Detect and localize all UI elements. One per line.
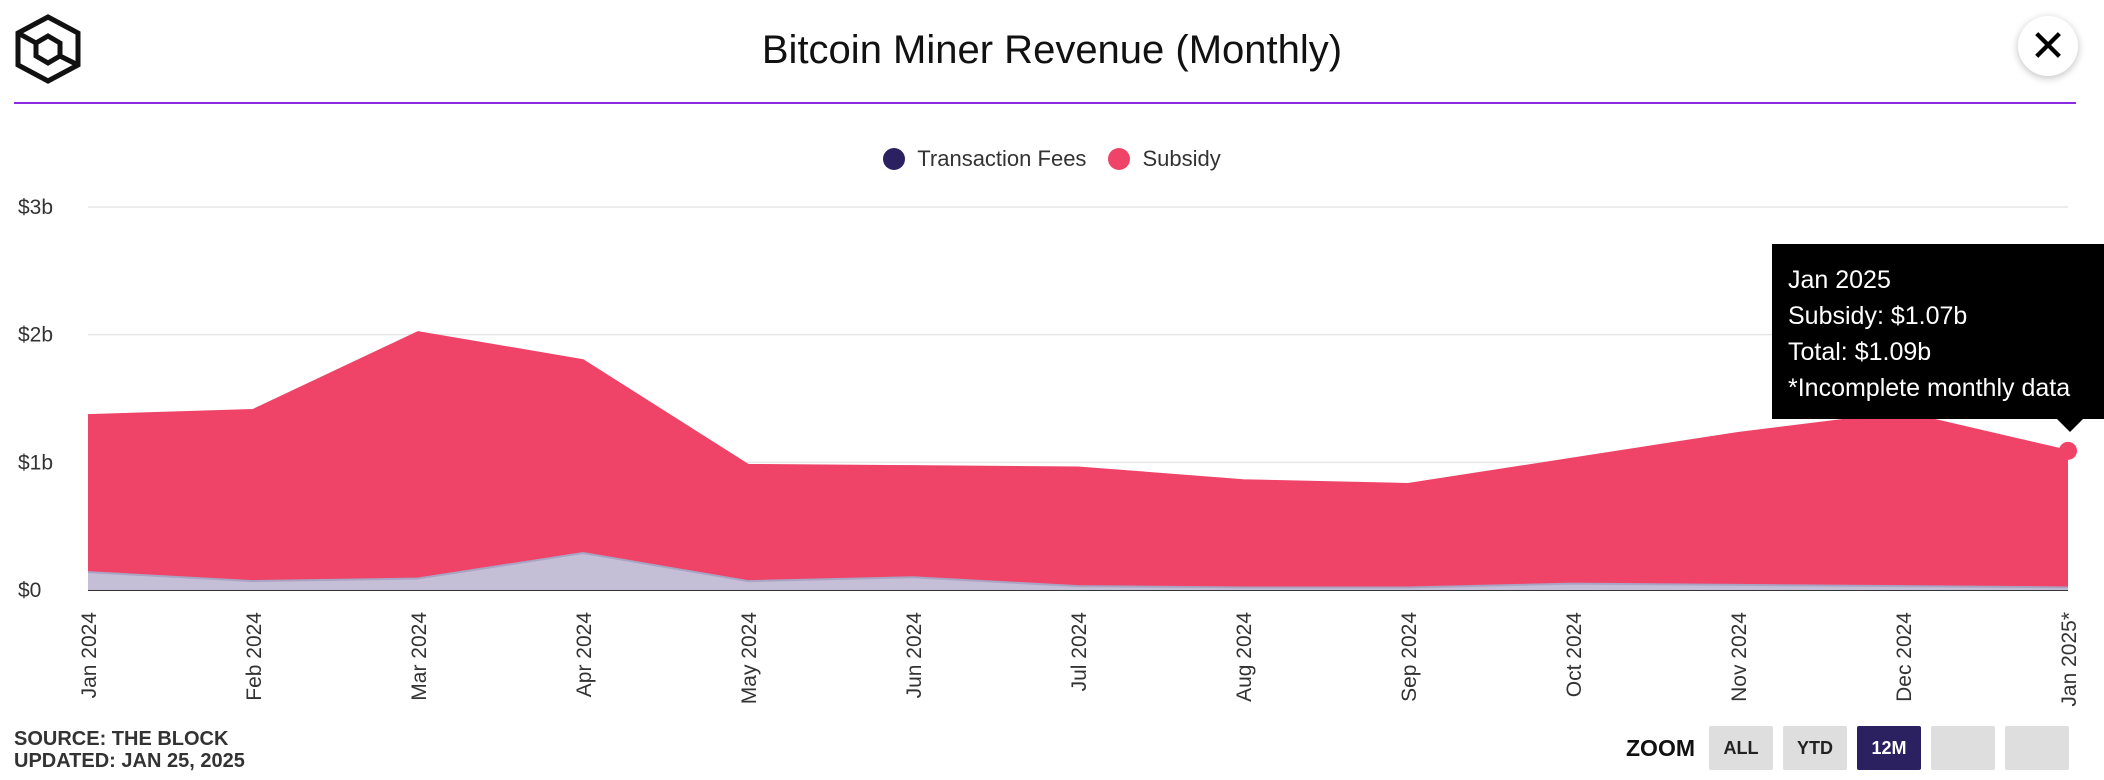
- subsidy-area: [88, 332, 2068, 588]
- x-tick-label: Dec 2024: [1893, 612, 1916, 702]
- x-tick-label: Oct 2024: [1563, 612, 1586, 698]
- x-tick-label: Jul 2024: [1068, 612, 1091, 692]
- x-tick-label: Jan 2024: [78, 612, 101, 699]
- transaction-fees-area: [88, 552, 2068, 590]
- zoom-button-5[interactable]: [2005, 726, 2069, 770]
- y-tick-label: $1b: [18, 451, 53, 474]
- x-tick-label: Apr 2024: [573, 612, 596, 698]
- chart-footer: SOURCE: THE BLOCK UPDATED: JAN 25, 2025: [14, 728, 245, 772]
- legend-marker-transaction-fees: [883, 148, 906, 170]
- zoom-controls: ZOOM ALL YTD 12M: [1626, 726, 2069, 770]
- cube-logo-icon: [14, 14, 82, 84]
- chart-tooltip: Jan 2025 Subsidy: $1.07b Total: $1.09b *…: [1772, 244, 2104, 419]
- close-icon: ✕: [2029, 21, 2067, 71]
- tooltip-subsidy: Subsidy: $1.07b: [1788, 302, 1968, 330]
- x-tick-label: Feb 2024: [243, 612, 266, 701]
- x-axis: Jan 2024 Feb 2024 Mar 2024 Apr 2024 May 2024…: [78, 612, 2081, 707]
- x-tick-label: May 2024: [738, 612, 761, 705]
- area-chart: $0 $1b $2b $3b Jan 2024 Feb 2024 Mar 2024 Apr …: [18, 196, 2081, 707]
- y-tick-label: $0: [18, 579, 41, 602]
- hover-point-marker: [2059, 441, 2077, 460]
- zoom-button-4[interactable]: [1931, 726, 1995, 770]
- x-tick-label: Jun 2024: [903, 612, 926, 699]
- chart-legend: Transaction Fees Subsidy: [0, 146, 2104, 172]
- zoom-all-button[interactable]: ALL: [1709, 726, 1773, 770]
- subsidy-line: [87, 331, 2069, 486]
- source-text: SOURCE: THE BLOCK: [14, 728, 229, 750]
- legend-marker-subsidy: [1108, 148, 1131, 170]
- transaction-fees-line: [87, 551, 2069, 589]
- x-tick-label: Jan 2025*: [2058, 612, 2081, 707]
- chart-title: Bitcoin Miner Revenue (Monthly): [761, 28, 1343, 72]
- tooltip-note: *Incomplete monthly data: [1788, 374, 2071, 402]
- header-divider: [14, 102, 2076, 104]
- tooltip-total: Total: $1.09b: [1788, 338, 1932, 366]
- x-tick-label: Aug 2024: [1233, 612, 1256, 702]
- tooltip-pointer: [2056, 418, 2084, 432]
- x-tick-label: Nov 2024: [1728, 612, 1751, 702]
- close-button[interactable]: ✕: [2018, 16, 2078, 76]
- chart-areas: [87, 331, 2069, 590]
- chart-markers: [2059, 441, 2077, 460]
- legend-label-transaction-fees: Transaction Fees: [917, 146, 1087, 171]
- updated-text: UPDATED: JAN 25, 2025: [14, 750, 245, 772]
- x-tick-label: Mar 2024: [408, 612, 431, 701]
- y-axis: $0 $1b $2b $3b: [18, 196, 53, 602]
- tooltip-date: Jan 2025: [1788, 266, 1891, 294]
- zoom-ytd-button[interactable]: YTD: [1783, 726, 1847, 770]
- y-tick-label: $2b: [18, 324, 53, 347]
- legend-item-subsidy[interactable]: Subsidy: [1108, 146, 1221, 172]
- zoom-12m-button[interactable]: 12M: [1857, 726, 1921, 770]
- zoom-label: ZOOM: [1626, 734, 1695, 761]
- legend-item-transaction-fees[interactable]: Transaction Fees: [883, 146, 1086, 172]
- x-tick-label: Sep 2024: [1398, 612, 1421, 702]
- legend-label-subsidy: Subsidy: [1142, 146, 1221, 171]
- y-tick-label: $3b: [18, 196, 53, 219]
